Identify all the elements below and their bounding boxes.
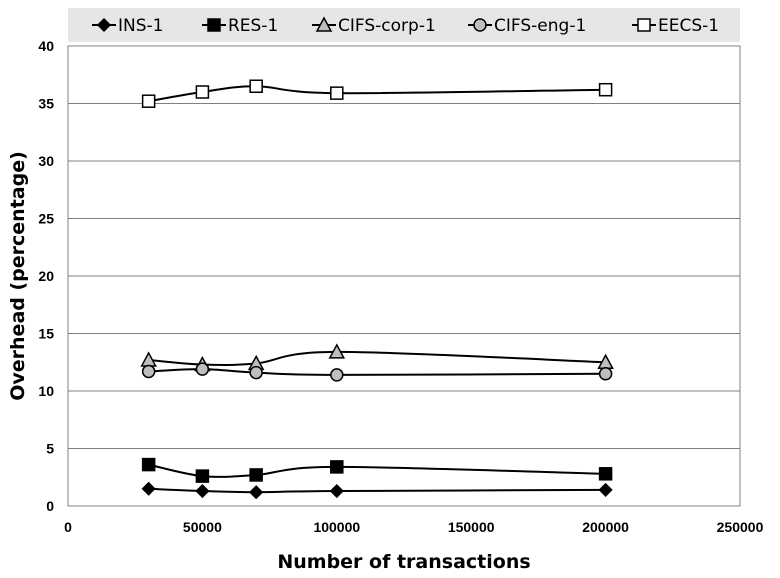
legend-entry: INS-1 [92, 16, 163, 36]
legend-marker [207, 18, 221, 32]
data-point [329, 483, 344, 499]
legend-marker [96, 17, 112, 33]
data-point [249, 365, 263, 380]
y-tick-label: 15 [38, 326, 54, 342]
series-layer [140, 79, 614, 500]
legend-label: RES-1 [228, 16, 278, 36]
y-tick-label: 30 [38, 153, 54, 169]
data-point [141, 94, 156, 108]
x-tick-label: 0 [64, 519, 72, 535]
y-tick-label: 20 [38, 268, 54, 284]
y-tick-label: 10 [38, 383, 54, 399]
x-tick-label: 50000 [183, 519, 222, 535]
y-axis: 0 5 10 15 20 25 30 35 40 [38, 38, 54, 514]
legend-marker [473, 18, 487, 32]
data-point [330, 86, 344, 100]
legend: INS-1 RES-1 CIFS-corp-1 CIFS-eng-1 EECS-1 [92, 16, 719, 36]
data-point [598, 482, 613, 497]
y-tick-label: 0 [46, 498, 54, 514]
legend-box [68, 8, 740, 42]
x-axis: 0 50000 100000 150000 200000 250000 [64, 519, 763, 535]
series-eecs-1 [141, 79, 613, 108]
legend-label: CIFS-corp-1 [338, 16, 436, 36]
series-line [148, 368, 606, 376]
data-point [249, 468, 263, 482]
legend-label: INS-1 [118, 16, 163, 36]
data-point [249, 485, 264, 500]
y-tick-label: 25 [38, 211, 54, 227]
x-tick-label: 100000 [313, 519, 360, 535]
y-axis-title: Overhead (percentage) [7, 151, 29, 401]
data-point [598, 467, 613, 481]
y-tick-label: 5 [46, 441, 54, 457]
x-tick-label: 250000 [717, 519, 764, 535]
data-point [141, 364, 156, 379]
data-point [249, 79, 263, 93]
series-cifs-eng-1 [141, 362, 613, 382]
legend-entry: EECS-1 [632, 16, 719, 36]
data-point [195, 362, 210, 376]
legend-entry: RES-1 [202, 16, 278, 36]
series-line [148, 350, 606, 366]
y-tick-label: 40 [38, 38, 54, 54]
legend-marker [637, 18, 651, 32]
x-tick-label: 200000 [582, 519, 629, 535]
data-point [598, 82, 613, 97]
data-point [328, 343, 346, 359]
legend-marker [315, 16, 333, 32]
data-point [330, 368, 344, 382]
data-point [598, 367, 613, 381]
data-point [141, 457, 156, 472]
legend-entry: CIFS-corp-1 [312, 16, 436, 36]
series-line [148, 463, 606, 478]
data-point [195, 483, 210, 499]
series-line [148, 85, 606, 103]
legend-label: CIFS-eng-1 [494, 16, 586, 36]
series-line [148, 487, 606, 494]
data-point [141, 481, 156, 496]
series-res-1 [141, 457, 613, 483]
legend-label: EECS-1 [658, 16, 719, 36]
series-ins-1 [141, 481, 613, 500]
data-point [330, 460, 344, 474]
x-tick-label: 150000 [448, 519, 495, 535]
data-point [195, 85, 210, 99]
legend-entry: CIFS-eng-1 [468, 16, 586, 36]
plot-area-frame [67, 45, 741, 507]
data-point [195, 469, 210, 483]
grid-lines [68, 103, 740, 449]
x-axis-title: Number of transactions [277, 551, 530, 573]
y-tick-label: 35 [38, 96, 54, 112]
series-cifs-corp-1 [140, 343, 614, 372]
